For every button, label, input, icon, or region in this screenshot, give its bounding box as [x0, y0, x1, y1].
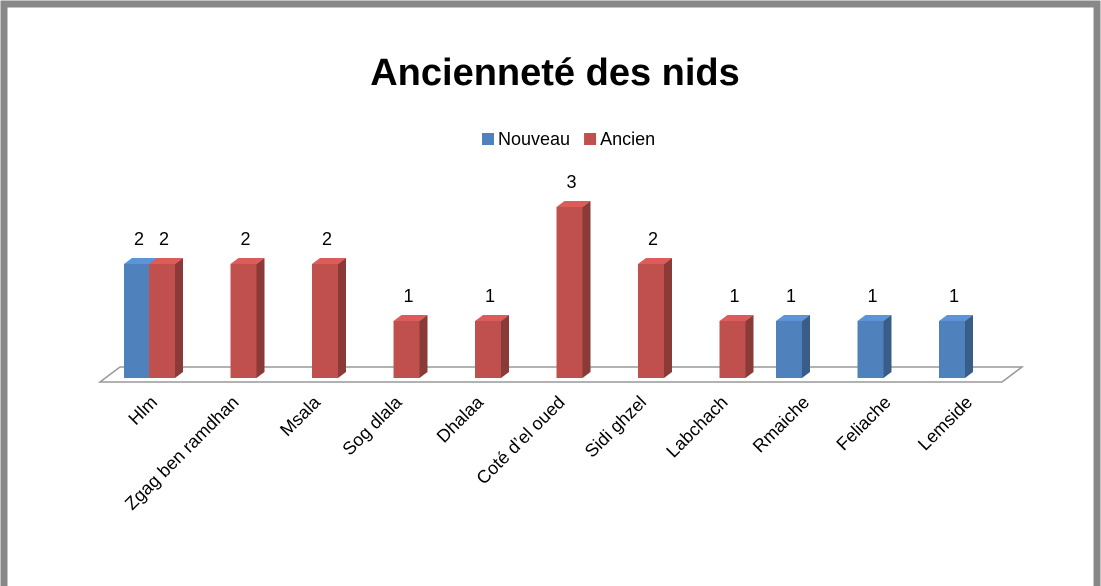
bar-top — [638, 258, 672, 264]
legend-label: Ancien — [600, 129, 655, 149]
data-label: 1 — [867, 286, 877, 306]
data-label: 2 — [159, 229, 169, 249]
data-label: 2 — [134, 229, 144, 249]
data-label: 1 — [729, 286, 739, 306]
bar-top — [475, 315, 509, 321]
bar-side — [338, 258, 346, 378]
bar-side — [582, 201, 591, 378]
bar-front — [719, 321, 746, 378]
bar — [857, 315, 892, 378]
bar — [393, 315, 428, 378]
bar-front — [638, 264, 664, 378]
bar — [638, 258, 672, 378]
data-label: 1 — [949, 286, 959, 306]
data-label: 1 — [485, 286, 495, 306]
bar-top — [939, 315, 973, 321]
bar-side — [745, 315, 754, 378]
bar-front — [149, 264, 175, 378]
data-label: 2 — [240, 229, 250, 249]
bar-top — [556, 201, 591, 207]
legend-label: Nouveau — [498, 129, 570, 149]
bar — [230, 258, 265, 378]
bar-side — [965, 315, 973, 378]
bar — [939, 315, 973, 378]
bar-side — [501, 315, 509, 378]
bar-top — [393, 315, 428, 321]
bar-front — [475, 321, 501, 378]
legend-swatch — [584, 133, 597, 145]
chart-title: Ancienneté des nids — [370, 52, 740, 94]
bar-front — [556, 207, 583, 378]
bar-side — [883, 315, 892, 378]
bar-top — [124, 258, 158, 264]
bar-front — [857, 321, 884, 378]
bar — [556, 201, 591, 378]
bar-front — [230, 264, 257, 378]
bar-side — [256, 258, 265, 378]
legend-swatch — [482, 133, 494, 145]
data-label: 2 — [648, 229, 658, 249]
bar — [776, 315, 810, 378]
bar-front — [393, 321, 420, 378]
bar-top — [149, 258, 183, 264]
bar — [312, 258, 346, 378]
bar-front — [124, 264, 150, 378]
bar-top — [719, 315, 754, 321]
bar-front — [939, 321, 965, 378]
bar-front — [312, 264, 338, 378]
bar-side — [419, 315, 428, 378]
bar-top — [312, 258, 346, 264]
bar — [149, 258, 183, 378]
bar-side — [664, 258, 672, 378]
bar-side — [175, 258, 183, 378]
data-label: 1 — [403, 286, 413, 306]
data-label: 1 — [786, 286, 796, 306]
bar-side — [802, 315, 810, 378]
data-label: 3 — [566, 172, 576, 192]
bar-top — [857, 315, 892, 321]
bar — [719, 315, 754, 378]
bar-top — [776, 315, 810, 321]
bar — [475, 315, 509, 378]
bar-front — [776, 321, 802, 378]
bar-top — [230, 258, 265, 264]
data-label: 2 — [322, 229, 332, 249]
